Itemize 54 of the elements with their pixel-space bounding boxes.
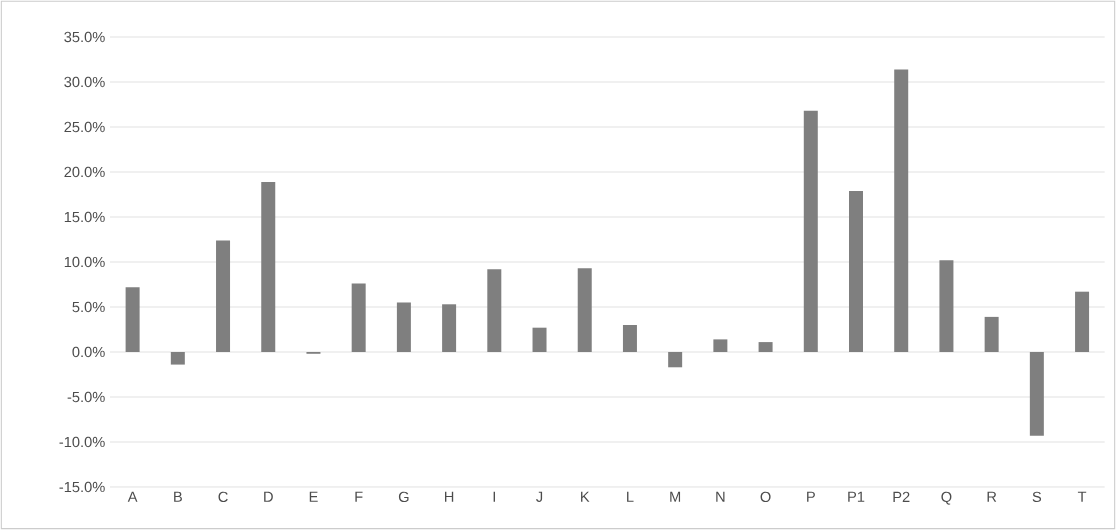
y-tick-label: 25.0% xyxy=(64,121,105,133)
y-tick-label: 20.0% xyxy=(64,166,105,178)
x-tick-label: L xyxy=(627,491,634,502)
bar xyxy=(713,339,728,352)
x-tick-label: S xyxy=(1032,491,1042,503)
x-tick-label: Q xyxy=(941,491,952,505)
x-tick-label: P1 xyxy=(848,491,865,502)
bar xyxy=(577,268,592,352)
y-tick-label: 0.0% xyxy=(72,346,105,358)
bar xyxy=(487,269,502,352)
bar xyxy=(261,181,276,352)
x-tick-label: A xyxy=(127,491,138,502)
x-tick-label: K xyxy=(581,491,590,502)
x-tick-label: I xyxy=(493,491,495,502)
bar xyxy=(170,351,185,365)
y-tick-label: -5.0% xyxy=(67,391,105,403)
bar xyxy=(216,240,231,352)
x-tick-label: J xyxy=(536,491,543,502)
bar xyxy=(894,69,909,352)
x-tick-label: E xyxy=(309,491,318,502)
bar xyxy=(939,260,954,352)
x-tick-label: P xyxy=(807,491,815,502)
bar xyxy=(849,190,863,352)
bar xyxy=(351,283,366,352)
bar xyxy=(984,316,999,352)
x-tick-label: B xyxy=(174,491,182,502)
y-tick-label: 15.0% xyxy=(64,211,105,223)
bar xyxy=(532,327,547,352)
x-tick-label: T xyxy=(1077,491,1087,502)
x-tick-label: C xyxy=(218,491,228,503)
y-tick-label: 35.0% xyxy=(64,31,105,43)
x-tick-label: H xyxy=(445,491,454,502)
y-tick-label: 30.0% xyxy=(64,76,105,88)
x-tick-label: P2 xyxy=(893,491,910,502)
x-tick-label: R xyxy=(987,491,997,502)
y-tick-label: 10.0% xyxy=(64,256,105,268)
y-tick-label: 5.0% xyxy=(72,301,105,313)
bar xyxy=(668,351,683,368)
bar xyxy=(1075,291,1090,352)
x-tick-label: O xyxy=(760,491,771,503)
x-tick-label: G xyxy=(398,491,409,503)
bar xyxy=(1029,351,1044,436)
y-tick-label: -10.0% xyxy=(59,436,105,448)
bar xyxy=(803,110,818,352)
x-tick-label: M xyxy=(670,491,681,502)
y-tick-label: -15.0% xyxy=(59,481,105,493)
bar xyxy=(758,342,773,352)
x-tick-label: F xyxy=(355,491,363,502)
bar xyxy=(125,287,140,352)
bar xyxy=(622,324,637,352)
bar xyxy=(442,304,457,352)
x-tick-label: N xyxy=(716,491,725,502)
bar xyxy=(396,302,411,352)
x-tick-label: D xyxy=(264,491,273,502)
